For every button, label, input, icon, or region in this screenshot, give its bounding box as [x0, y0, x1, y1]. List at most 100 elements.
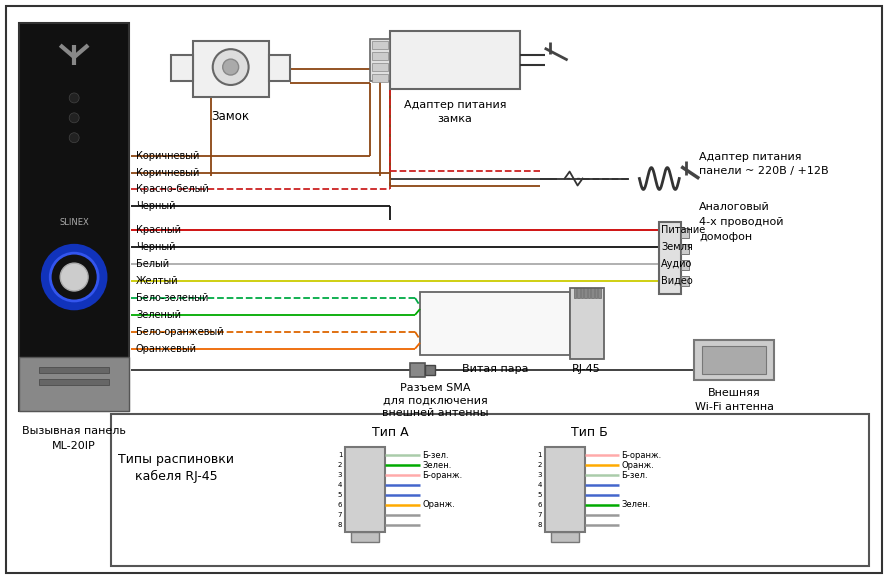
- Text: Зеленый: Зеленый: [136, 310, 181, 320]
- Bar: [56, 41, 92, 63]
- Circle shape: [51, 253, 98, 301]
- Text: Желтый: Желтый: [136, 276, 178, 286]
- Text: Черный: Черный: [136, 242, 176, 252]
- Text: Адаптер питания: Адаптер питания: [699, 152, 802, 162]
- Bar: [193, 41, 268, 97]
- Text: Замок: Замок: [211, 111, 250, 123]
- Bar: [694, 340, 774, 380]
- Bar: [681, 276, 689, 286]
- Text: Питание: Питание: [662, 225, 706, 235]
- Text: 1: 1: [537, 452, 542, 458]
- Text: панели ~ 220В / +12В: панели ~ 220В / +12В: [699, 166, 829, 175]
- Text: внешней антенны: внешней антенны: [382, 408, 488, 419]
- Bar: [370, 39, 390, 81]
- Text: Б-зел.: Б-зел.: [422, 450, 448, 460]
- Text: Оранж.: Оранж.: [622, 461, 654, 470]
- Bar: [681, 228, 689, 238]
- Bar: [584, 288, 587, 298]
- Text: RJ-45: RJ-45: [572, 364, 601, 373]
- Text: 7: 7: [537, 512, 542, 518]
- Text: Б-зел.: Б-зел.: [622, 471, 648, 479]
- Text: Оранжевый: Оранжевый: [136, 344, 197, 354]
- Text: Витая пара: Витая пара: [462, 364, 528, 373]
- Text: 7: 7: [337, 512, 342, 518]
- Bar: [372, 41, 388, 49]
- Text: Бело-зеленый: Бело-зеленый: [136, 293, 209, 303]
- Bar: [591, 288, 593, 298]
- Bar: [420, 292, 569, 355]
- Text: Зелен.: Зелен.: [422, 461, 451, 470]
- Bar: [352, 532, 379, 542]
- Text: 3: 3: [537, 472, 542, 478]
- Circle shape: [60, 263, 88, 291]
- Text: ML-20IP: ML-20IP: [52, 441, 96, 451]
- Text: 5: 5: [338, 492, 342, 498]
- Text: Wi-Fi антенна: Wi-Fi антенна: [694, 402, 773, 412]
- Text: Бело-оранжевый: Бело-оранжевый: [136, 327, 224, 337]
- Text: Коричневый: Коричневый: [136, 167, 199, 178]
- Text: Зелен.: Зелен.: [622, 500, 651, 510]
- Text: SLINEX: SLINEX: [59, 218, 89, 227]
- Text: 6: 6: [337, 502, 342, 508]
- Bar: [425, 365, 435, 375]
- Text: 8: 8: [537, 522, 542, 528]
- Circle shape: [43, 245, 106, 309]
- Text: Б-оранж.: Б-оранж.: [622, 450, 662, 460]
- Text: Адаптер питания: Адаптер питания: [404, 100, 506, 110]
- Bar: [345, 447, 385, 532]
- Text: кабеля RJ-45: кабеля RJ-45: [134, 470, 218, 483]
- Bar: [598, 288, 600, 298]
- Text: Оранж.: Оранж.: [422, 500, 455, 510]
- Text: для подключения: для подключения: [383, 395, 488, 405]
- Text: Аналоговый: Аналоговый: [699, 203, 770, 212]
- Text: домофон: домофон: [699, 232, 752, 242]
- Text: Вызывная панель: Вызывная панель: [22, 426, 126, 437]
- Text: Красный: Красный: [136, 225, 181, 235]
- Bar: [170, 55, 193, 81]
- Text: Разъем SMA: Разъем SMA: [400, 383, 471, 393]
- Text: 5: 5: [537, 492, 542, 498]
- Text: замка: замка: [438, 114, 472, 124]
- Bar: [20, 357, 129, 412]
- Bar: [681, 244, 689, 254]
- Circle shape: [69, 113, 79, 123]
- Bar: [595, 288, 597, 298]
- Text: 1: 1: [337, 452, 342, 458]
- Bar: [39, 367, 109, 373]
- Text: 8: 8: [337, 522, 342, 528]
- Circle shape: [223, 59, 239, 75]
- Bar: [372, 63, 388, 71]
- Text: 3: 3: [337, 472, 342, 478]
- Text: Коричневый: Коричневый: [136, 151, 199, 160]
- Circle shape: [69, 93, 79, 103]
- Text: Черный: Черный: [136, 201, 176, 211]
- Text: Тип А: Тип А: [372, 426, 408, 439]
- Text: 4: 4: [338, 482, 342, 488]
- Bar: [372, 74, 388, 82]
- Bar: [551, 532, 579, 542]
- Bar: [702, 346, 766, 373]
- Text: 2: 2: [537, 462, 542, 468]
- Bar: [39, 379, 109, 384]
- Bar: [410, 362, 425, 376]
- Bar: [372, 52, 388, 60]
- Text: Видео: Видео: [662, 276, 693, 286]
- Bar: [588, 288, 590, 298]
- Text: Белый: Белый: [136, 259, 169, 269]
- Text: Красно-белый: Красно-белый: [136, 185, 209, 195]
- Text: Внешняя: Внешняя: [708, 389, 760, 398]
- Bar: [268, 55, 290, 81]
- Text: Б-оранж.: Б-оранж.: [422, 471, 463, 479]
- Text: 4-х проводной: 4-х проводной: [699, 217, 784, 228]
- Bar: [20, 23, 129, 412]
- Bar: [581, 288, 583, 298]
- Bar: [577, 288, 580, 298]
- Text: Тип Б: Тип Б: [571, 426, 608, 439]
- Text: Типы распиновки: Типы распиновки: [118, 453, 234, 466]
- Bar: [111, 415, 868, 566]
- Text: Земля: Земля: [662, 242, 693, 252]
- Bar: [574, 288, 576, 298]
- Bar: [390, 31, 519, 89]
- Circle shape: [213, 49, 249, 85]
- Bar: [569, 288, 605, 358]
